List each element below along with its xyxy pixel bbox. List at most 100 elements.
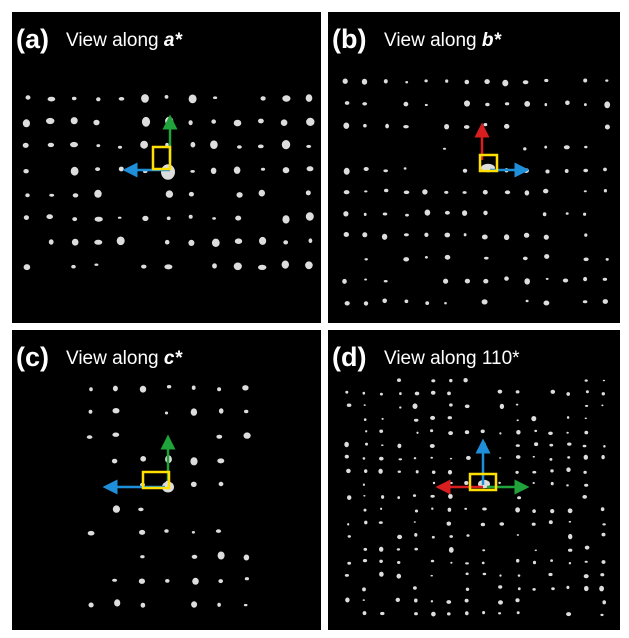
spot (565, 101, 570, 106)
spot (138, 508, 143, 512)
spot (259, 237, 266, 245)
spot (397, 574, 402, 579)
spot (362, 79, 367, 85)
spot (342, 279, 347, 284)
spot (465, 405, 470, 409)
spot (425, 256, 428, 259)
spot (584, 258, 589, 262)
spot (524, 101, 530, 107)
spot (397, 548, 400, 550)
spot (549, 458, 552, 461)
page: (a) View along a* (b) View along b* (c) … (0, 0, 629, 638)
spot (414, 599, 418, 603)
spot (364, 213, 367, 216)
spot (46, 214, 53, 219)
spot (113, 408, 120, 413)
title-text: View along 110* (384, 348, 520, 369)
spot (566, 212, 569, 215)
spot (23, 143, 29, 148)
spot (525, 190, 530, 195)
spot (482, 235, 488, 240)
spot (306, 94, 313, 102)
spot (446, 600, 451, 604)
spot (523, 147, 526, 150)
spot (499, 432, 501, 434)
spot (234, 167, 241, 174)
spot (282, 140, 290, 149)
spot (309, 238, 313, 243)
spot (397, 378, 401, 382)
spot (518, 587, 521, 590)
spot (605, 125, 610, 130)
spot (89, 410, 93, 414)
spot (413, 494, 416, 497)
spot (142, 216, 148, 221)
spot (543, 189, 548, 194)
spot (380, 612, 384, 615)
spot (532, 471, 536, 474)
spot (604, 189, 607, 192)
spot (516, 404, 518, 406)
spot (164, 264, 172, 269)
spot (482, 549, 485, 551)
spot (465, 611, 469, 615)
spot (404, 167, 407, 169)
spot (449, 547, 454, 553)
spot (382, 234, 387, 240)
spot (365, 430, 367, 432)
spot (431, 560, 434, 563)
spot (46, 118, 54, 124)
spot (306, 212, 314, 220)
spot (518, 574, 521, 576)
spot (261, 96, 266, 100)
spot (445, 79, 448, 82)
spot (543, 212, 547, 216)
spot (584, 146, 587, 149)
spot (583, 277, 587, 281)
spot (403, 257, 409, 261)
spot (534, 442, 538, 446)
panel-label: (c) (16, 342, 49, 372)
spot (363, 484, 365, 486)
spot (218, 552, 225, 560)
spot (190, 170, 195, 173)
spot (550, 559, 553, 562)
spot (89, 603, 94, 608)
spot (283, 167, 290, 173)
spot (213, 96, 217, 99)
spot (345, 455, 349, 459)
spot (566, 612, 571, 616)
spot (550, 469, 553, 472)
spot (364, 418, 367, 421)
spot (584, 586, 589, 591)
spot (523, 80, 529, 84)
spot (384, 280, 388, 282)
spot (282, 261, 289, 269)
spot (142, 117, 150, 127)
spot (463, 378, 467, 382)
spot (216, 435, 222, 439)
spot (139, 579, 145, 584)
spot (544, 146, 547, 149)
panel-label: (a) (16, 24, 49, 54)
spot (112, 579, 117, 582)
spot (504, 276, 509, 280)
spot (164, 529, 168, 533)
spot (464, 233, 467, 236)
spot (601, 405, 603, 407)
spot (362, 102, 367, 105)
spot (431, 391, 436, 395)
spot (447, 522, 452, 526)
spot (244, 604, 248, 606)
spot (23, 119, 30, 127)
spot (505, 190, 510, 194)
spot (414, 419, 419, 422)
spot (113, 482, 117, 486)
spot (448, 431, 453, 435)
spot (379, 457, 384, 461)
spot (343, 79, 348, 84)
spot (416, 432, 418, 434)
spot (244, 555, 250, 561)
spot (363, 611, 367, 615)
spot (584, 431, 588, 435)
